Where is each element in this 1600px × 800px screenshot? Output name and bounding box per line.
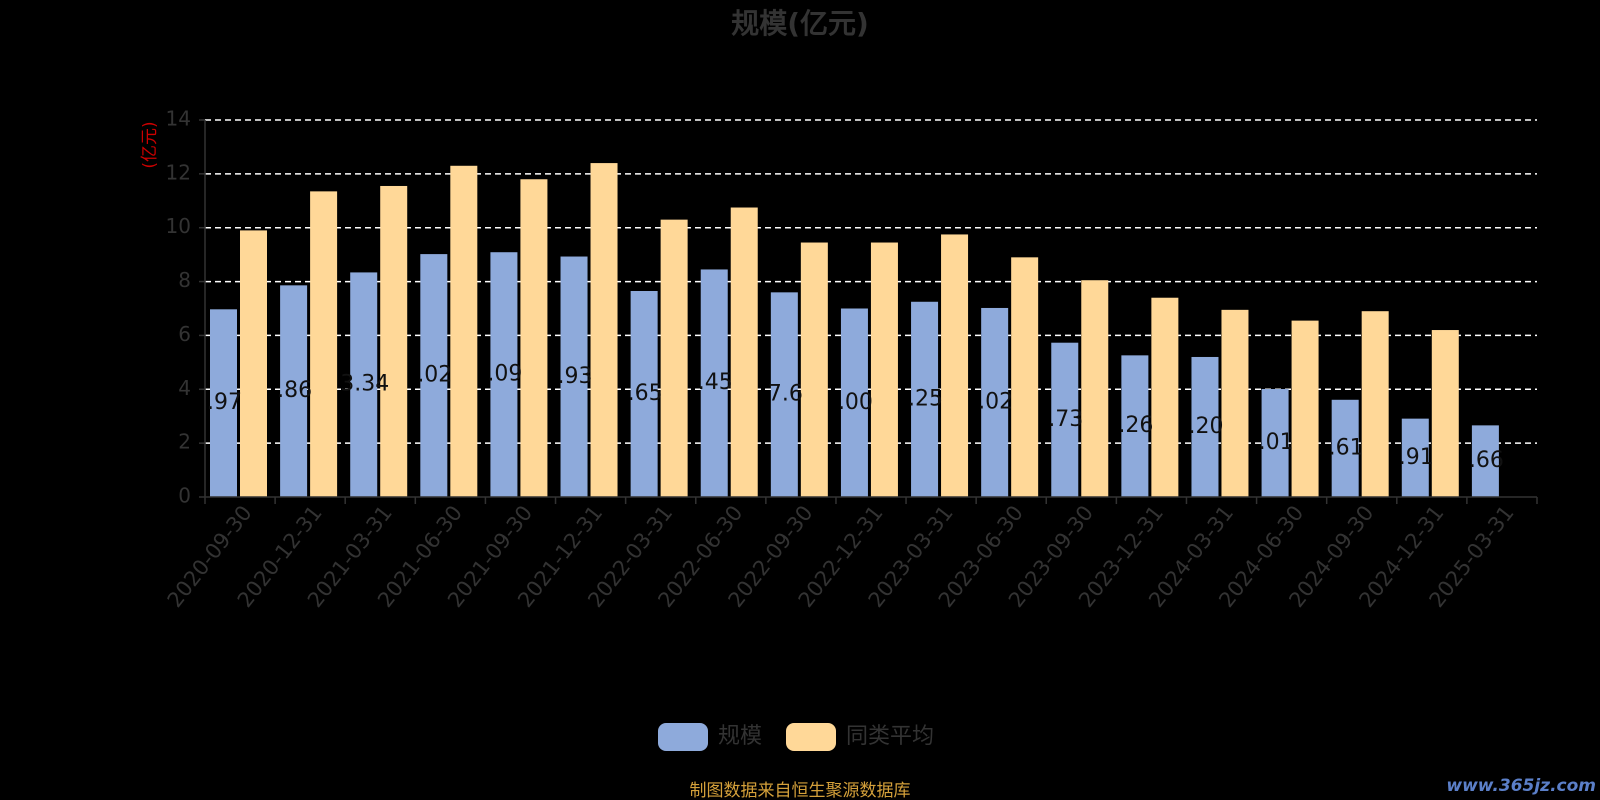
bar-scale[interactable] — [700, 269, 728, 497]
x-axis: 2020-09-302020-12-312021-03-312021-06-30… — [163, 496, 1538, 612]
chart-title: 规模(亿元) — [731, 7, 869, 40]
bar-scale[interactable] — [981, 307, 1009, 497]
bars: .97 .86 3.34 .02 .09 .93 .65 .45 7.6 .00 .25 .02 .73… — [207, 163, 1504, 498]
bar-peer-average[interactable] — [660, 219, 688, 497]
bar-peer-average[interactable] — [800, 242, 828, 497]
bar-scale[interactable] — [490, 252, 518, 497]
bar-scale[interactable] — [630, 290, 658, 497]
data-label: .25 — [908, 386, 943, 411]
legend[interactable]: 规模 同类平均 — [658, 723, 934, 751]
y-tick-label: 8 — [178, 268, 191, 292]
data-label: 7.6 — [768, 382, 803, 407]
data-label: 3.34 — [340, 372, 389, 397]
legend-item[interactable]: 规模 — [658, 723, 762, 751]
data-label: .01 — [1259, 430, 1294, 455]
bar-scale[interactable] — [560, 256, 588, 497]
data-label: .26 — [1118, 413, 1153, 438]
bar-peer-average[interactable] — [520, 179, 548, 497]
data-label: .93 — [558, 364, 593, 389]
bar-peer-average[interactable] — [1431, 330, 1459, 497]
bar-scale[interactable] — [1331, 399, 1359, 497]
data-label: .02 — [417, 363, 452, 388]
y-tick-label: 4 — [178, 376, 191, 400]
data-label: .20 — [1188, 414, 1223, 439]
bar-peer-average[interactable] — [1011, 257, 1039, 497]
y-tick-label: 6 — [178, 322, 191, 346]
legend-item[interactable]: 同类平均 — [786, 723, 934, 751]
bar-scale[interactable] — [1401, 418, 1429, 497]
y-tick-label: 0 — [178, 484, 191, 508]
bar-scale[interactable] — [1121, 355, 1149, 497]
bar-scale[interactable] — [770, 292, 798, 497]
bar-scale[interactable] — [1051, 342, 1079, 497]
bar-scale[interactable] — [1191, 356, 1219, 497]
y-tick-label: 10 — [166, 214, 191, 238]
legend-swatch — [786, 723, 836, 751]
y-tick-label: 2 — [178, 430, 191, 454]
legend-label: 同类平均 — [846, 724, 934, 749]
bar-peer-average[interactable] — [310, 191, 338, 497]
bar-peer-average[interactable] — [240, 230, 267, 497]
bar-scale[interactable] — [280, 285, 308, 497]
data-label: .73 — [1048, 407, 1083, 432]
y-tick-label: 14 — [166, 107, 191, 131]
data-label: .09 — [487, 362, 522, 387]
bar-peer-average[interactable] — [1151, 297, 1179, 497]
data-label: .86 — [277, 378, 312, 403]
bar-peer-average[interactable] — [380, 185, 408, 497]
legend-swatch — [658, 723, 708, 751]
legend-label: 规模 — [718, 724, 762, 749]
bar-scale[interactable] — [420, 254, 448, 497]
data-label: .02 — [978, 389, 1013, 414]
bar-scale[interactable] — [350, 272, 378, 497]
data-label: .61 — [1329, 435, 1364, 460]
bar-peer-average[interactable] — [1291, 320, 1319, 497]
bar-peer-average[interactable] — [1221, 309, 1249, 497]
y-axis-unit-label: (亿元) — [140, 121, 160, 168]
data-label: .91 — [1399, 445, 1434, 470]
bar-scale[interactable] — [840, 308, 868, 498]
watermark: www.365jz.com — [1446, 776, 1596, 796]
bar-peer-average[interactable] — [870, 242, 898, 497]
y-axis: 0 2 4 6 8 10 12 14 — [166, 107, 206, 508]
bar-scale[interactable] — [911, 301, 939, 497]
bar-scale[interactable] — [1471, 425, 1499, 497]
bar-scale[interactable] — [210, 309, 237, 497]
bar-peer-average[interactable] — [730, 207, 758, 497]
bar-peer-average[interactable] — [941, 234, 969, 498]
data-label: .00 — [838, 390, 873, 415]
bar-peer-average[interactable] — [590, 163, 618, 498]
data-source-note: 制图数据来自恒生聚源数据库 — [690, 781, 911, 800]
y-tick-label: 12 — [166, 160, 191, 184]
data-label: .65 — [628, 381, 663, 406]
data-label: .97 — [207, 390, 242, 415]
bar-scale[interactable] — [1261, 389, 1289, 497]
bar-peer-average[interactable] — [1361, 311, 1389, 497]
bar-peer-average[interactable] — [1081, 280, 1109, 497]
data-label: .45 — [698, 370, 733, 395]
bar-peer-average[interactable] — [450, 165, 478, 497]
data-label: .66 — [1469, 448, 1504, 473]
